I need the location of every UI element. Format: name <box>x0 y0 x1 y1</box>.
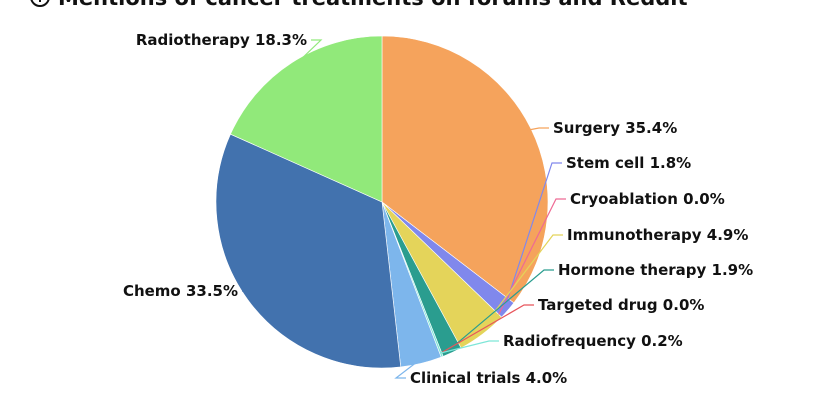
chart-title-text: Mentions of cancer treatments on forums … <box>58 0 688 10</box>
pie-slices <box>215 35 549 369</box>
slice-labels: Surgery 35.4% Stem cell 1.8% Cryoablation … <box>123 31 753 387</box>
info-circle-icon <box>30 0 50 7</box>
leader-line-targeted-drug <box>441 304 534 354</box>
label-surgery: Surgery 35.4% <box>553 119 677 137</box>
label-radiofrequency: Radiofrequency 0.2% <box>503 332 683 350</box>
slice-radiotherapy[interactable] <box>230 35 383 203</box>
label-immunotherapy: Immunotherapy 4.9% <box>567 226 748 244</box>
leader-line-immunotherapy <box>479 234 563 332</box>
label-chemo: Chemo 33.5% <box>123 282 238 300</box>
leader-line-stem-cell <box>504 162 562 308</box>
label-targeted-drug: Targeted drug 0.0% <box>538 296 704 314</box>
label-cryoablation: Cryoablation 0.0% <box>570 190 725 208</box>
leader-line-cryoablation <box>498 198 566 315</box>
label-hormone-therapy: Hormone therapy 1.9% <box>558 261 753 279</box>
leader-lines <box>242 39 566 379</box>
leader-line-clinical-trials <box>394 358 421 379</box>
leader-line-radiotherapy <box>293 39 323 67</box>
label-clinical-trials: Clinical trials 4.0% <box>410 369 567 387</box>
leader-line-radiofrequency <box>440 340 499 354</box>
label-radiotherapy: Radiotherapy 18.3% <box>136 31 307 49</box>
chart-title: Mentions of cancer treatments on forums … <box>30 0 688 10</box>
leader-line-surgery <box>527 127 549 131</box>
label-stem-cell: Stem cell 1.8% <box>566 154 691 172</box>
leader-line-chemo <box>242 290 253 298</box>
slice-surgery[interactable] <box>381 35 549 304</box>
slice-chemo[interactable] <box>215 133 402 369</box>
leader-line-hormone-therapy <box>450 269 554 350</box>
